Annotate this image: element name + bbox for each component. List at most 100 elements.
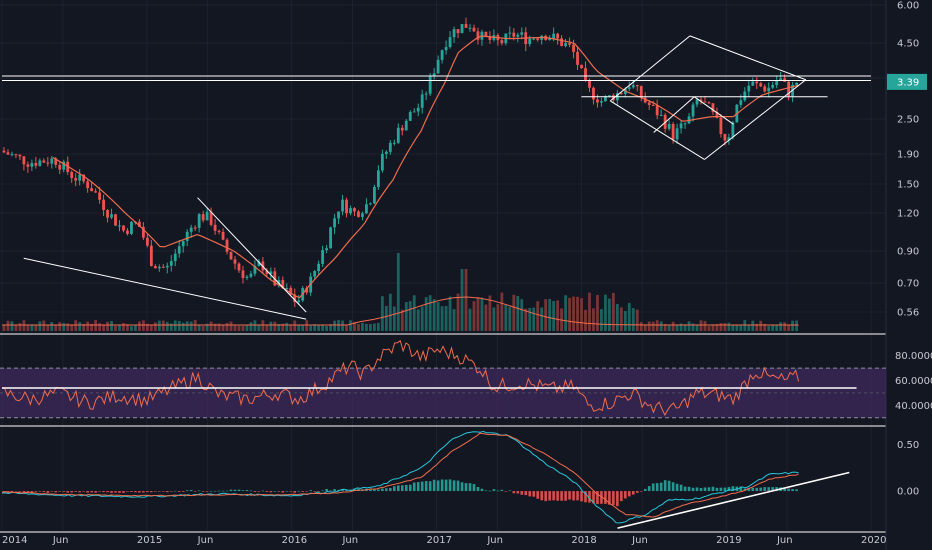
- trend-line[interactable]: [689, 35, 807, 81]
- candle-body[interactable]: [604, 96, 607, 102]
- candle-body[interactable]: [285, 288, 289, 290]
- candle-body[interactable]: [600, 101, 603, 103]
- candle-body[interactable]: [161, 266, 165, 268]
- candle-body[interactable]: [703, 101, 707, 103]
- candle-body[interactable]: [22, 156, 26, 165]
- candle-body[interactable]: [110, 214, 113, 218]
- candle-body[interactable]: [122, 225, 125, 231]
- macd-trend-line[interactable]: [617, 471, 850, 529]
- candle-body[interactable]: [361, 213, 364, 217]
- candle-body[interactable]: [221, 231, 225, 240]
- candle-body[interactable]: [767, 87, 771, 92]
- candle-body[interactable]: [90, 188, 94, 192]
- candle-body[interactable]: [611, 95, 615, 101]
- candle-body[interactable]: [213, 224, 217, 231]
- candle-body[interactable]: [114, 214, 117, 226]
- candle-body[interactable]: [699, 99, 703, 102]
- candle-body[interactable]: [173, 253, 177, 262]
- candle-body[interactable]: [10, 154, 14, 156]
- rsi-panel[interactable]: [0, 339, 886, 419]
- candle-body[interactable]: [229, 251, 233, 260]
- candle-body[interactable]: [436, 59, 440, 74]
- candle-body[interactable]: [627, 87, 631, 89]
- candle-body[interactable]: [572, 44, 575, 52]
- rsi-line[interactable]: [1, 339, 800, 417]
- candle-body[interactable]: [189, 227, 193, 232]
- candle-body[interactable]: [102, 199, 105, 211]
- candle-body[interactable]: [476, 31, 480, 40]
- candle-body[interactable]: [420, 94, 424, 108]
- candle-body[interactable]: [759, 83, 763, 87]
- candle-body[interactable]: [177, 246, 181, 254]
- candle-body[interactable]: [484, 31, 488, 37]
- candle-body[interactable]: [576, 51, 579, 65]
- candle-body[interactable]: [289, 288, 293, 295]
- candle-body[interactable]: [763, 86, 767, 92]
- candle-body[interactable]: [428, 75, 432, 94]
- candle-body[interactable]: [536, 38, 540, 40]
- candle-body[interactable]: [532, 38, 536, 40]
- candle-body[interactable]: [197, 214, 201, 228]
- candle-body[interactable]: [201, 214, 205, 221]
- price-panel[interactable]: [2, 17, 871, 320]
- candle-body[interactable]: [568, 43, 571, 45]
- candle-body[interactable]: [464, 24, 468, 28]
- candle-body[interactable]: [548, 38, 552, 41]
- candle-body[interactable]: [424, 93, 428, 95]
- macd-panel[interactable]: [1, 430, 850, 529]
- candle-body[interactable]: [149, 245, 153, 267]
- candle-body[interactable]: [380, 153, 384, 171]
- candle-body[interactable]: [337, 211, 340, 219]
- candle-body[interactable]: [691, 104, 695, 117]
- candle-body[interactable]: [655, 105, 659, 116]
- candle-body[interactable]: [193, 227, 197, 229]
- candle-body[interactable]: [369, 203, 372, 205]
- candle-body[interactable]: [584, 68, 587, 81]
- candle-body[interactable]: [528, 38, 532, 45]
- candle-body[interactable]: [472, 27, 476, 32]
- candle-body[interactable]: [596, 99, 599, 103]
- candle-body[interactable]: [667, 123, 671, 129]
- candle-body[interactable]: [647, 102, 651, 105]
- candle-body[interactable]: [106, 210, 109, 218]
- candle-body[interactable]: [468, 27, 472, 29]
- candle-body[interactable]: [731, 122, 735, 138]
- candle-body[interactable]: [265, 270, 269, 274]
- candle-body[interactable]: [408, 112, 412, 121]
- candle-body[interactable]: [130, 221, 133, 234]
- candle-body[interactable]: [141, 226, 145, 238]
- candle-body[interactable]: [353, 208, 356, 212]
- candle-body[interactable]: [707, 102, 711, 104]
- candle-body[interactable]: [671, 123, 675, 140]
- candle-body[interactable]: [564, 43, 567, 47]
- candle-body[interactable]: [349, 208, 352, 214]
- candle-body[interactable]: [205, 211, 209, 221]
- candle-body[interactable]: [751, 81, 755, 86]
- candle-body[interactable]: [333, 218, 336, 228]
- candle-body[interactable]: [305, 288, 309, 293]
- candle-body[interactable]: [126, 230, 129, 234]
- candle-body[interactable]: [683, 123, 687, 125]
- candle-body[interactable]: [631, 85, 635, 88]
- candle-body[interactable]: [440, 50, 444, 60]
- candle-body[interactable]: [404, 120, 408, 131]
- candle-body[interactable]: [325, 248, 329, 251]
- candle-body[interactable]: [118, 225, 121, 227]
- trend-line[interactable]: [653, 96, 695, 133]
- candle-body[interactable]: [552, 33, 556, 39]
- candle-body[interactable]: [217, 230, 221, 232]
- candle-body[interactable]: [739, 100, 743, 105]
- candle-body[interactable]: [321, 250, 325, 264]
- candle-body[interactable]: [560, 38, 563, 47]
- candle-body[interactable]: [723, 134, 727, 141]
- candle-body[interactable]: [416, 107, 420, 112]
- macd-line[interactable]: [1, 430, 799, 524]
- candle-body[interactable]: [153, 266, 157, 269]
- candle-body[interactable]: [241, 270, 245, 278]
- candle-body[interactable]: [62, 161, 66, 170]
- candle-body[interactable]: [6, 152, 10, 155]
- candle-body[interactable]: [181, 241, 185, 247]
- candle-body[interactable]: [635, 85, 639, 87]
- candle-body[interactable]: [452, 29, 456, 38]
- candle-body[interactable]: [38, 160, 42, 166]
